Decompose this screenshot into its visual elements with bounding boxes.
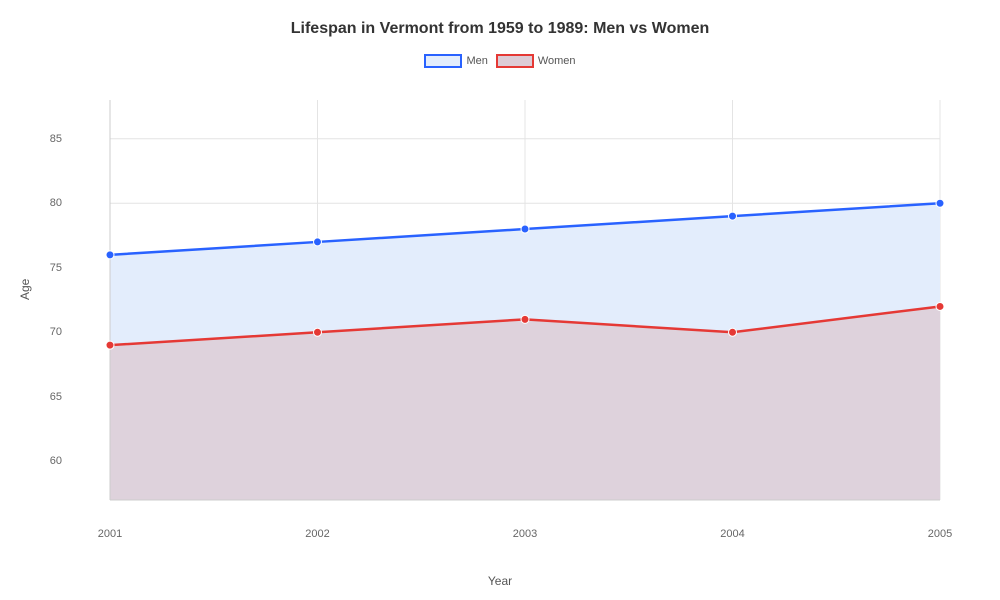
- legend-item-women[interactable]: Women: [496, 54, 576, 68]
- legend-swatch-men: [424, 54, 462, 68]
- y-tick: 85: [50, 133, 70, 145]
- plot-area: 60657075808520012002200320042005: [70, 100, 960, 520]
- chart-container: Lifespan in Vermont from 1959 to 1989: M…: [0, 0, 1000, 600]
- x-axis-label: Year: [488, 574, 512, 588]
- y-axis-label: Age: [18, 279, 32, 300]
- y-tick: 80: [50, 197, 70, 209]
- y-tick: 75: [50, 262, 70, 274]
- x-tick: 2004: [720, 520, 744, 540]
- legend-item-men[interactable]: Men: [424, 54, 487, 68]
- legend-label-women: Women: [538, 55, 576, 67]
- y-tick: 70: [50, 326, 70, 338]
- x-tick: 2003: [513, 520, 537, 540]
- x-tick: 2002: [305, 520, 329, 540]
- legend: Men Women: [0, 54, 1000, 68]
- legend-swatch-women: [496, 54, 534, 68]
- chart-svg: [70, 100, 960, 520]
- x-tick: 2005: [928, 520, 952, 540]
- y-tick: 65: [50, 391, 70, 403]
- legend-label-men: Men: [466, 55, 487, 67]
- chart-title: Lifespan in Vermont from 1959 to 1989: M…: [0, 0, 1000, 38]
- x-tick: 2001: [98, 520, 122, 540]
- y-tick: 60: [50, 455, 70, 467]
